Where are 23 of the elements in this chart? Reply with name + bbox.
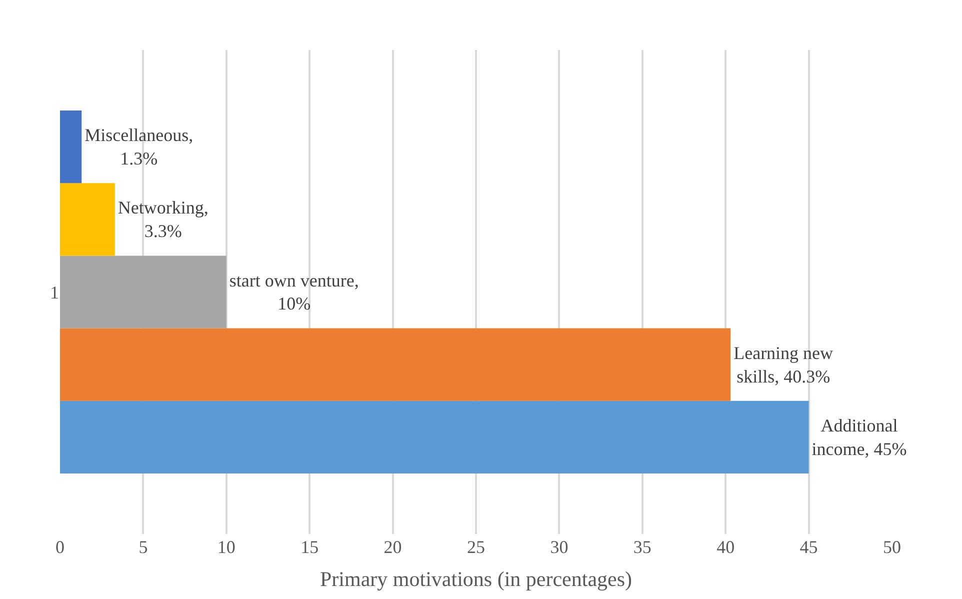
x-tick-label: 40 xyxy=(716,537,735,557)
data-label: Additional income, 45% xyxy=(812,416,907,459)
x-tick-label: 45 xyxy=(800,537,818,557)
x-tick-label: 50 xyxy=(883,537,901,557)
bar xyxy=(60,400,809,474)
bar xyxy=(60,256,226,328)
data-label: Miscellaneous, 1.3% xyxy=(84,125,194,168)
x-tick-label: 35 xyxy=(633,537,652,557)
x-tick-label: 25 xyxy=(467,537,485,557)
bar xyxy=(60,183,115,256)
bar xyxy=(60,110,82,184)
x-tick-label: 5 xyxy=(138,537,148,557)
y-tick-label: 1 xyxy=(50,282,59,302)
data-label: Learning new skills, 40.3% xyxy=(734,342,834,386)
x-tick-label: 10 xyxy=(217,537,236,557)
x-tick-label: 15 xyxy=(300,537,319,557)
x-tick-label: 30 xyxy=(550,537,568,557)
x-axis-title: Primary motivations (in percentages) xyxy=(320,567,632,592)
x-tick-label: 20 xyxy=(384,537,402,557)
data-label: start own venture, 10% xyxy=(229,270,359,314)
bar xyxy=(60,328,731,401)
x-tick-label: 0 xyxy=(56,537,64,557)
data-label: Networking, 3.3% xyxy=(118,198,208,242)
